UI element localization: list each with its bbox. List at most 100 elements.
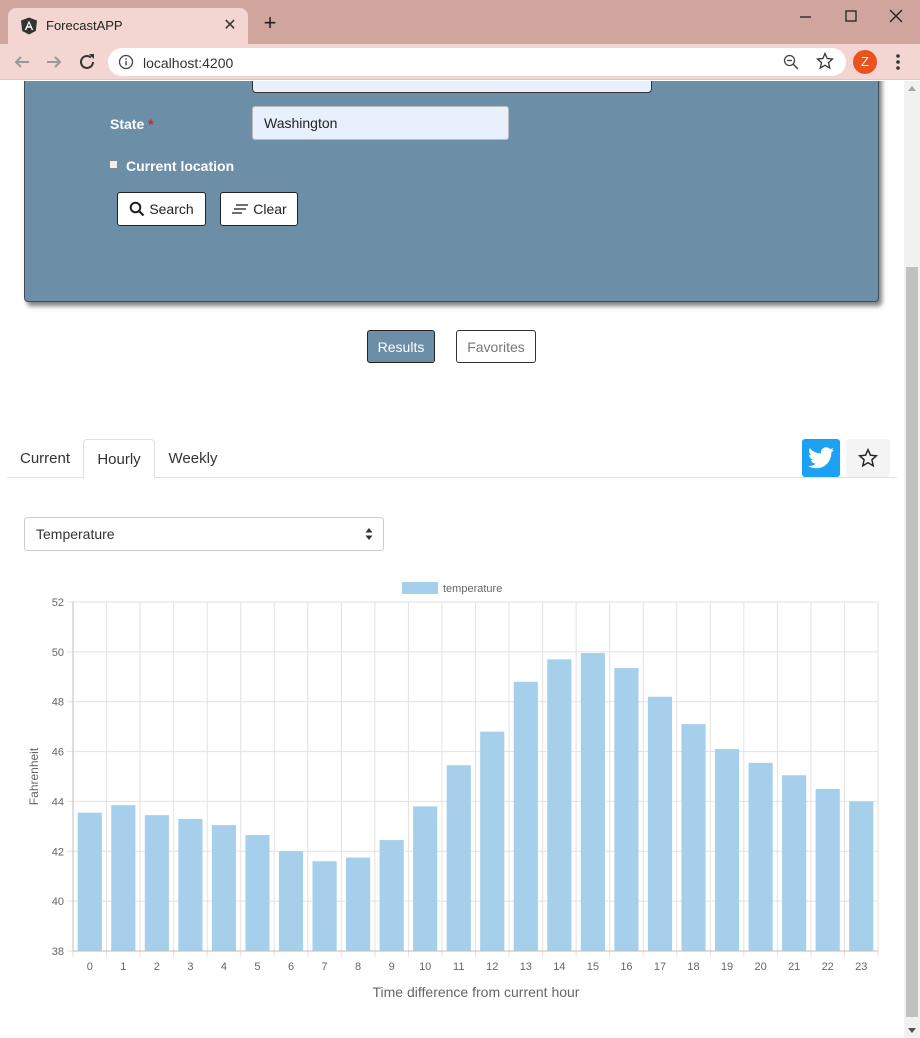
page-scrollbar[interactable] xyxy=(904,81,920,1038)
chart-metric-selected: Temperature xyxy=(36,526,115,542)
address-bar[interactable]: localhost:4200 xyxy=(108,48,846,76)
city-input[interactable] xyxy=(252,81,652,93)
x-axis-title: Time difference from current hour xyxy=(373,984,580,1000)
menu-dots-icon[interactable] xyxy=(888,50,908,74)
scroll-thumb[interactable] xyxy=(906,267,918,1017)
clear-format-icon xyxy=(232,204,249,214)
x-tick-label: 21 xyxy=(788,961,800,973)
select-caret-icon xyxy=(365,528,373,540)
bar xyxy=(111,805,136,951)
bar xyxy=(480,731,505,951)
x-tick-label: 23 xyxy=(855,961,867,973)
bar xyxy=(144,815,169,951)
x-tick-label: 1 xyxy=(120,961,126,973)
page-viewport: State * Current location Search Clear Re… xyxy=(0,81,904,1038)
x-tick-label: 18 xyxy=(687,961,699,973)
y-tick-label: 50 xyxy=(52,647,64,659)
scroll-down-icon[interactable] xyxy=(904,1022,920,1038)
bar xyxy=(211,825,237,951)
x-tick-label: 12 xyxy=(486,961,498,973)
scroll-up-icon[interactable] xyxy=(904,81,920,97)
bar xyxy=(413,806,438,951)
y-tick-label: 52 xyxy=(52,597,64,609)
bar xyxy=(547,659,572,951)
x-tick-label: 15 xyxy=(587,961,599,973)
bar xyxy=(77,812,102,951)
bar xyxy=(681,724,706,951)
browser-toolbar: localhost:4200 Z xyxy=(0,44,920,80)
x-tick-label: 3 xyxy=(187,961,193,973)
chart-metric-select[interactable]: Temperature xyxy=(24,517,384,551)
x-tick-label: 17 xyxy=(654,961,666,973)
y-axis-title: Fahrenheit xyxy=(27,747,41,805)
y-tick-label: 48 xyxy=(52,697,64,709)
x-tick-label: 7 xyxy=(322,961,328,973)
maximize-icon[interactable] xyxy=(836,6,866,28)
clear-button-label: Clear xyxy=(253,201,287,217)
y-tick-label: 42 xyxy=(52,846,64,858)
twitter-share-button[interactable] xyxy=(802,439,840,477)
browser-tab-title: ForecastAPP xyxy=(46,18,123,33)
url-text[interactable]: localhost:4200 xyxy=(143,55,234,71)
bar xyxy=(815,788,840,951)
tab-hourly[interactable]: Hourly xyxy=(83,439,155,479)
bookmark-star-icon[interactable] xyxy=(816,52,834,70)
bar xyxy=(782,775,807,951)
forward-icon[interactable] xyxy=(42,50,66,74)
bar xyxy=(580,653,605,951)
x-tick-label: 20 xyxy=(754,961,766,973)
bar xyxy=(379,840,404,951)
profile-avatar[interactable]: Z xyxy=(853,50,877,74)
tab-weekly[interactable]: Weekly xyxy=(168,450,218,467)
reload-icon[interactable] xyxy=(75,50,99,74)
x-tick-label: 19 xyxy=(721,961,733,973)
angular-icon xyxy=(21,17,37,35)
minimize-icon[interactable] xyxy=(790,6,820,28)
browser-titlebar: ForecastAPP ✕ + xyxy=(0,0,920,44)
x-tick-label: 4 xyxy=(221,961,227,973)
search-icon xyxy=(130,201,145,217)
close-window-icon[interactable] xyxy=(881,6,911,28)
x-tick-label: 22 xyxy=(822,961,834,973)
x-tick-label: 14 xyxy=(553,961,565,973)
star-icon xyxy=(858,448,878,468)
forecast-tabs: Current Hourly Weekly xyxy=(7,439,897,479)
back-icon[interactable] xyxy=(10,50,34,74)
favorites-button[interactable]: Favorites xyxy=(456,330,536,363)
x-tick-label: 8 xyxy=(355,961,361,973)
clear-button[interactable]: Clear xyxy=(220,192,298,226)
x-tick-label: 6 xyxy=(288,961,294,973)
x-tick-label: 11 xyxy=(453,961,464,973)
bar xyxy=(849,801,874,951)
info-icon[interactable] xyxy=(118,54,134,70)
search-button-label: Search xyxy=(149,201,194,217)
search-button[interactable]: Search xyxy=(117,192,206,226)
x-tick-label: 2 xyxy=(154,961,160,973)
current-location-label: Current location xyxy=(126,158,235,174)
bar xyxy=(346,857,371,951)
bar xyxy=(245,835,270,951)
bar xyxy=(647,696,673,951)
bar xyxy=(312,861,337,951)
results-button[interactable]: Results xyxy=(367,330,435,363)
y-tick-label: 46 xyxy=(52,747,64,759)
required-mark: * xyxy=(148,116,154,132)
y-tick-label: 44 xyxy=(52,796,64,808)
bar xyxy=(446,765,471,951)
state-label: State * xyxy=(110,116,154,132)
search-form-panel: State * Current location Search Clear xyxy=(24,81,879,302)
state-input[interactable] xyxy=(252,106,509,140)
close-tab-icon[interactable]: ✕ xyxy=(223,17,237,34)
tab-current[interactable]: Current xyxy=(19,450,71,467)
y-tick-label: 38 xyxy=(52,946,64,958)
current-location-checkbox[interactable] xyxy=(109,160,118,169)
zoom-out-icon[interactable] xyxy=(783,54,799,70)
x-tick-label: 10 xyxy=(419,961,431,973)
browser-tab[interactable]: ForecastAPP ✕ xyxy=(8,8,248,44)
new-tab-icon[interactable]: + xyxy=(263,10,277,35)
bar xyxy=(278,851,304,951)
x-tick-label: 16 xyxy=(620,961,632,973)
add-favorite-button[interactable] xyxy=(846,439,890,477)
y-tick-label: 40 xyxy=(52,896,64,908)
